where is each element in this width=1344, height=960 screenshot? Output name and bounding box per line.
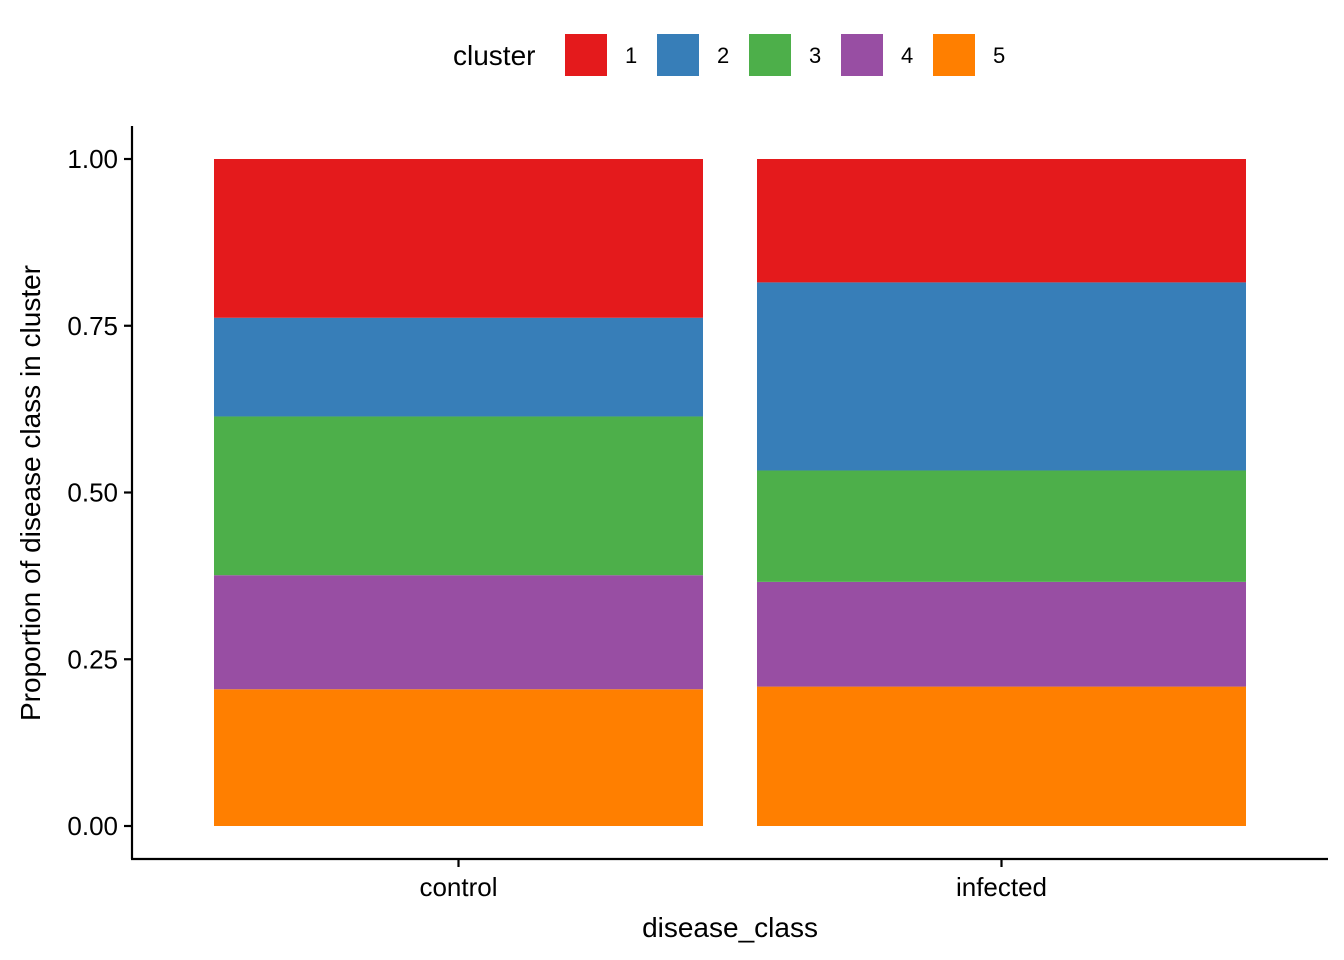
bar-control-cluster-1 xyxy=(214,159,703,318)
bar-control-cluster-3 xyxy=(214,416,703,576)
bar-control-cluster-2 xyxy=(214,317,703,417)
bar-infected-cluster-5 xyxy=(757,686,1246,826)
x-tick-label-infected: infected xyxy=(956,872,1047,902)
x-tick-label-control: control xyxy=(419,872,497,902)
legend-label-cluster-2: 2 xyxy=(717,43,729,68)
legend-key-cluster-3 xyxy=(749,34,791,76)
bar-infected-cluster-1 xyxy=(757,159,1246,283)
bar-infected-cluster-2 xyxy=(757,282,1246,471)
legend-label-cluster-1: 1 xyxy=(625,43,637,68)
y-tick-label: 0.25 xyxy=(67,644,118,674)
legend-label-cluster-4: 4 xyxy=(901,43,913,68)
legend-title: cluster xyxy=(453,40,535,71)
x-axis-title: disease_class xyxy=(642,912,818,943)
legend: cluster 1 2 3 4 5 xyxy=(453,34,1005,76)
bars-group xyxy=(214,159,1246,826)
legend-key-cluster-1 xyxy=(565,34,607,76)
bar-infected-cluster-4 xyxy=(757,581,1246,687)
y-axis-title: Proportion of disease class in cluster xyxy=(15,265,46,721)
legend-key-cluster-2 xyxy=(657,34,699,76)
legend-label-cluster-3: 3 xyxy=(809,43,821,68)
y-tick-label: 1.00 xyxy=(67,144,118,174)
bar-control-cluster-4 xyxy=(214,575,703,690)
y-tick-label: 0.75 xyxy=(67,311,118,341)
bar-infected-cluster-3 xyxy=(757,470,1246,582)
legend-key-cluster-4 xyxy=(841,34,883,76)
axes-group: 0.00 0.25 0.50 0.75 1.00 control infected xyxy=(67,126,1328,902)
y-tick-label: 0.00 xyxy=(67,811,118,841)
legend-label-cluster-5: 5 xyxy=(993,43,1005,68)
bar-control-cluster-5 xyxy=(214,689,703,826)
y-tick-label: 0.50 xyxy=(67,478,118,508)
legend-key-cluster-5 xyxy=(933,34,975,76)
